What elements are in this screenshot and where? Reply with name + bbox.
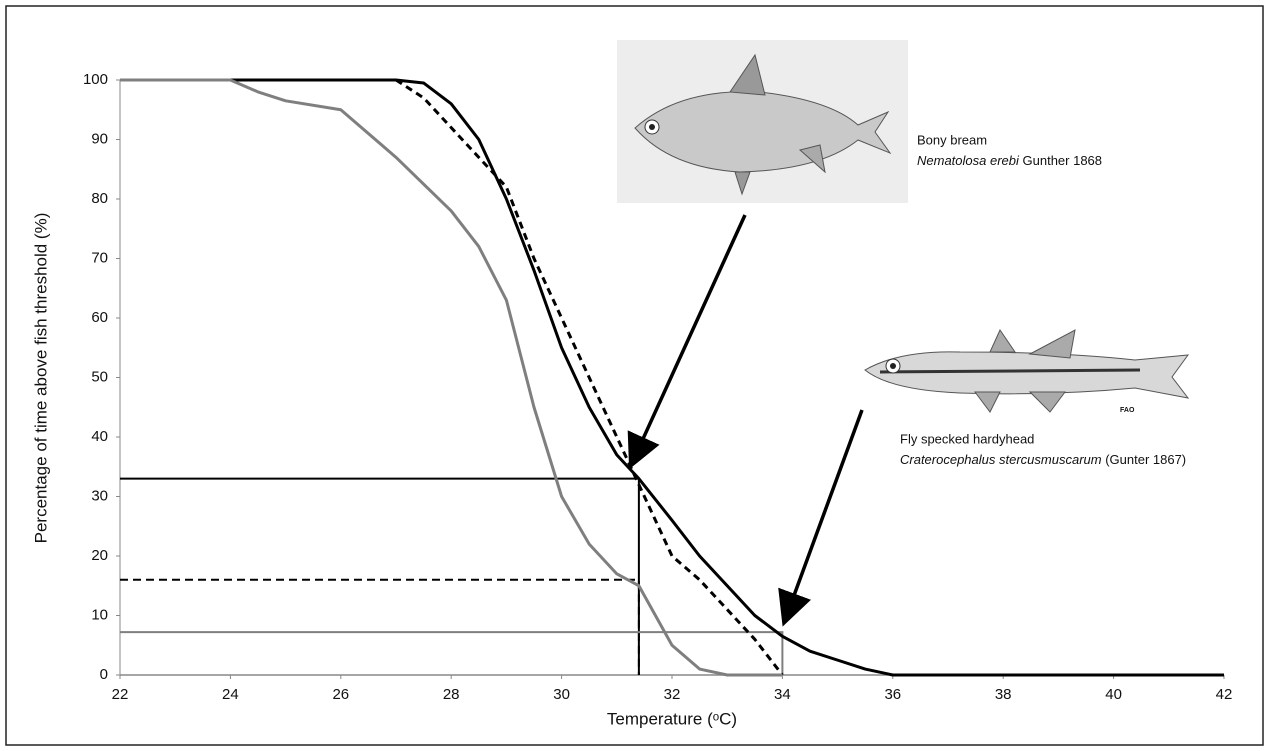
x-tick-label: 24 (222, 686, 239, 703)
y-tick-label: 70 (91, 249, 108, 266)
series-line (120, 78, 1224, 677)
x-tick-label: 32 (664, 686, 681, 703)
x-tick-label: 22 (112, 686, 129, 703)
image-credit: FAO (1120, 407, 1135, 414)
x-tick-label: 40 (1105, 686, 1122, 703)
species: Craterocephalus stercusmuscarum (900, 452, 1102, 467)
bream-image (617, 40, 908, 203)
x-axis-label: Temperature (ᵒC) (607, 709, 737, 728)
x-tick-label: 36 (884, 686, 901, 703)
y-tick-label: 30 (91, 487, 108, 504)
reference-line (120, 578, 640, 675)
y-tick-label: 0 (100, 666, 108, 683)
x-tick-label: 26 (332, 686, 349, 703)
author: Gunther 1868 (1023, 153, 1103, 168)
x-tick-label: 38 (995, 686, 1012, 703)
annotation-common: Fly specked hardyhead (900, 431, 1034, 446)
x-tick-label: 42 (1216, 686, 1233, 703)
arrow (778, 409, 864, 627)
y-tick-label: 50 (91, 368, 108, 385)
author: (Gunter 1867) (1105, 452, 1186, 467)
y-tick-label: 80 (91, 190, 108, 207)
hardyhead-image (864, 328, 1190, 413)
arrow (627, 214, 747, 470)
species: Nematolosa erebi (917, 153, 1020, 168)
y-tick-label: 10 (91, 606, 108, 623)
y-axis-label: Percentage of time above fish threshold … (31, 213, 50, 544)
x-tick-label: 28 (443, 686, 460, 703)
annotation-common: Bony bream (917, 132, 987, 147)
x-tick-label: 34 (774, 686, 791, 703)
y-tick-label: 20 (91, 547, 108, 564)
series-line (120, 78, 784, 676)
y-tick-label: 40 (91, 428, 108, 445)
x-tick-label: 30 (553, 686, 570, 703)
y-tick-label: 100 (83, 71, 108, 88)
annotation-species: Nematolosa erebi Gunther 1868 (917, 153, 1102, 168)
y-tick-label: 90 (91, 130, 108, 147)
y-tick-label: 60 (91, 309, 108, 326)
series-line (120, 78, 783, 677)
annotation-species: Craterocephalus stercusmuscarum (Gunter … (900, 452, 1186, 467)
reference-line (120, 631, 784, 675)
